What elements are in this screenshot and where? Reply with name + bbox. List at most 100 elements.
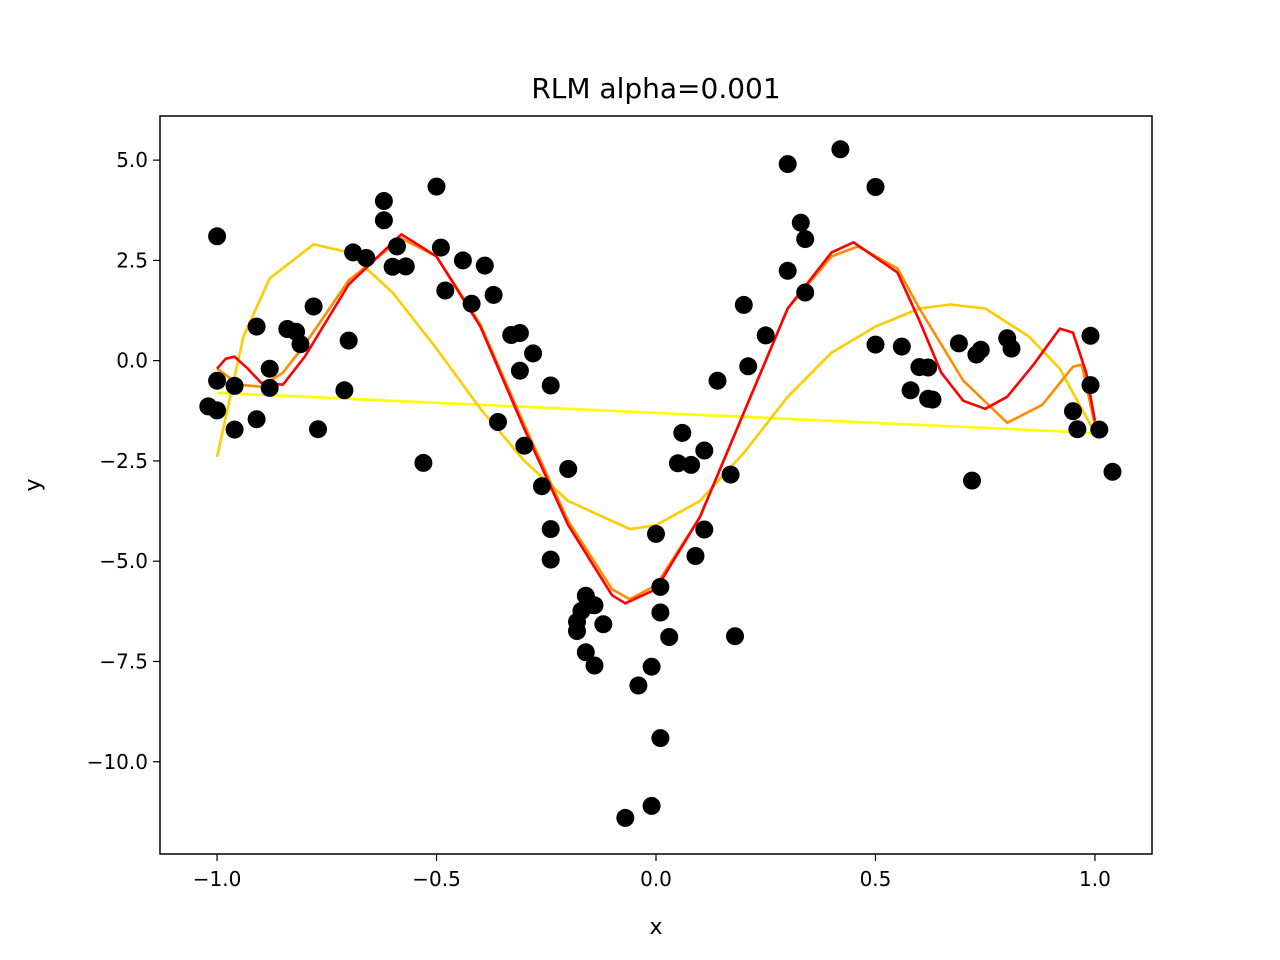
x-tick-label: −1.0 <box>193 867 242 891</box>
data-point <box>374 211 393 230</box>
data-point <box>225 420 244 439</box>
data-point <box>1090 420 1109 439</box>
data-point <box>585 596 604 615</box>
data-point <box>629 676 648 695</box>
data-point <box>208 227 227 246</box>
data-point <box>383 257 402 276</box>
chart-title: RLM alpha=0.001 <box>531 72 780 105</box>
data-point <box>673 423 692 442</box>
x-tick-label: 0.5 <box>860 867 892 891</box>
data-point <box>585 656 604 675</box>
data-point <box>524 344 543 363</box>
data-point <box>686 547 705 565</box>
data-point <box>559 460 578 478</box>
data-point <box>576 643 595 662</box>
data-point <box>756 326 775 345</box>
data-point <box>796 230 815 249</box>
data-point <box>708 371 727 390</box>
data-point <box>247 410 266 429</box>
data-point <box>357 249 376 267</box>
y-tick-label: 0.0 <box>116 349 148 373</box>
data-point <box>1103 462 1122 481</box>
data-point <box>515 436 534 455</box>
data-point <box>484 285 503 304</box>
data-point <box>532 477 551 496</box>
data-point <box>1081 326 1100 345</box>
data-point <box>510 324 529 342</box>
y-tick-label: 5.0 <box>116 148 148 172</box>
data-point <box>396 257 415 276</box>
data-point <box>427 177 446 196</box>
data-point <box>462 294 481 313</box>
y-tick-label: −2.5 <box>99 449 148 473</box>
data-point <box>796 283 815 302</box>
y-axis: 5.0 2.5 0.0 −2.5 −5.0 −7.5 −10.0 <box>87 148 160 774</box>
data-point <box>510 361 529 380</box>
data-point <box>309 420 327 439</box>
data-point <box>647 524 665 543</box>
data-point <box>541 550 560 569</box>
data-point <box>682 455 701 474</box>
data-point <box>260 359 279 378</box>
data-point <box>901 381 920 400</box>
data-point <box>642 796 661 815</box>
data-point <box>651 577 670 596</box>
data-point <box>489 413 507 431</box>
data-point <box>208 401 227 420</box>
y-tick-label: −5.0 <box>99 549 148 573</box>
x-tick-label: 1.0 <box>1079 867 1111 891</box>
data-point <box>1064 402 1082 421</box>
y-axis-label: y <box>21 478 46 491</box>
data-point <box>831 140 850 159</box>
data-point <box>616 808 635 827</box>
fit-line-4 <box>216 233 1097 605</box>
data-point <box>866 335 885 354</box>
data-point <box>791 213 810 232</box>
x-tick-label: 0.0 <box>640 867 672 891</box>
data-point <box>1081 376 1100 395</box>
data-point <box>208 371 227 390</box>
data-point <box>260 378 279 397</box>
data-point <box>339 331 358 350</box>
data-point <box>651 729 670 748</box>
data-point <box>866 178 885 196</box>
data-point <box>739 357 758 376</box>
data-point <box>431 238 450 257</box>
data-point <box>475 256 494 275</box>
y-tick-label: −7.5 <box>99 649 148 673</box>
data-point <box>414 453 433 472</box>
fit-line-1 <box>217 391 1095 435</box>
data-point <box>949 334 968 353</box>
data-point <box>374 192 393 210</box>
x-tick-label: −0.5 <box>412 867 461 891</box>
data-point <box>291 335 310 354</box>
data-point <box>304 297 323 316</box>
data-point <box>642 657 661 676</box>
data-point <box>660 628 679 646</box>
data-point <box>778 261 797 280</box>
data-point <box>734 295 753 314</box>
data-point <box>971 340 990 359</box>
data-point <box>963 471 981 490</box>
data-point <box>225 376 244 395</box>
data-point <box>453 251 472 270</box>
data-point <box>668 454 687 473</box>
data-point <box>1002 339 1021 358</box>
data-point <box>726 627 744 646</box>
data-point <box>1068 420 1087 439</box>
data-point <box>335 381 354 400</box>
data-point <box>695 441 714 460</box>
data-point <box>651 603 670 622</box>
data-point <box>695 520 714 539</box>
data-point <box>923 390 942 409</box>
x-axis: −1.0 −0.5 0.0 0.5 1.0 <box>193 854 1111 891</box>
data-point <box>541 376 560 395</box>
data-point <box>892 337 911 356</box>
data-point <box>541 520 560 539</box>
x-axis-label: x <box>649 915 662 940</box>
data-point <box>919 358 938 377</box>
data-point <box>721 465 740 484</box>
data-point <box>388 237 406 256</box>
